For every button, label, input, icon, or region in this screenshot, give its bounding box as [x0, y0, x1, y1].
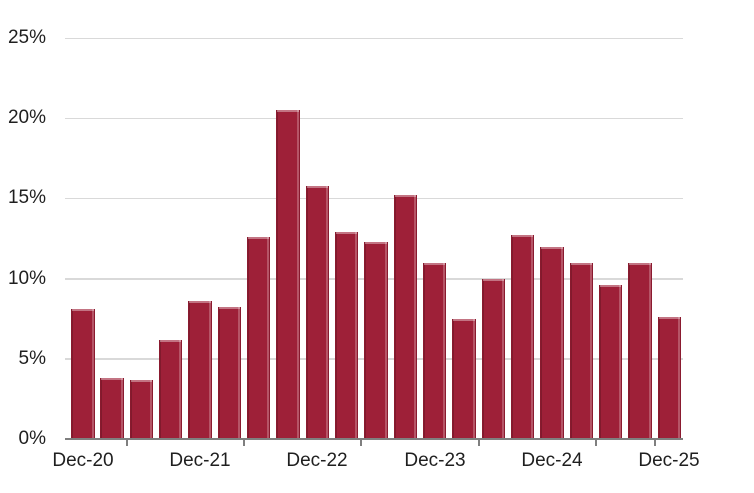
x-axis-label: Dec-22	[286, 450, 348, 471]
bar	[71, 309, 95, 439]
bar	[598, 285, 623, 439]
x-axis-tick	[360, 439, 363, 446]
bar	[334, 232, 359, 439]
bar	[569, 262, 594, 439]
y-axis-label: 10%	[7, 268, 46, 289]
plot-area	[65, 37, 683, 439]
y-axis-label: 0%	[18, 428, 46, 449]
bar	[393, 195, 418, 439]
x-axis-tick	[125, 439, 128, 446]
bar	[129, 379, 154, 439]
bar	[100, 378, 124, 439]
y-axis-label: 5%	[18, 348, 46, 369]
bar	[657, 317, 682, 439]
x-axis-label: Dec-20	[52, 450, 114, 471]
y-axis-label: 15%	[7, 187, 46, 208]
bar	[276, 110, 300, 439]
gridline	[65, 37, 683, 39]
bar	[628, 262, 652, 439]
x-axis-label: Dec-24	[521, 450, 583, 471]
bar	[540, 246, 564, 439]
bar	[422, 262, 447, 439]
bar	[305, 185, 330, 439]
gridline	[65, 117, 683, 120]
x-axis-label: Dec-21	[169, 450, 231, 471]
gridline	[65, 197, 683, 200]
bar	[217, 307, 242, 439]
bar	[246, 236, 271, 439]
x-axis-tick	[653, 439, 656, 446]
x-axis-label: Dec-25	[638, 450, 700, 471]
bar	[188, 301, 212, 439]
x-axis-label: Dec-23	[404, 450, 466, 471]
bar	[364, 241, 388, 439]
y-axis-label: 25%	[7, 27, 46, 48]
x-axis-tick	[595, 439, 598, 446]
x-axis-tick	[243, 439, 246, 446]
bar	[510, 235, 535, 439]
x-axis-line	[65, 437, 683, 440]
bar	[158, 339, 183, 439]
bar	[452, 318, 476, 439]
bar	[481, 278, 506, 439]
x-axis-tick	[477, 439, 480, 446]
y-axis-label: 20%	[7, 107, 46, 128]
